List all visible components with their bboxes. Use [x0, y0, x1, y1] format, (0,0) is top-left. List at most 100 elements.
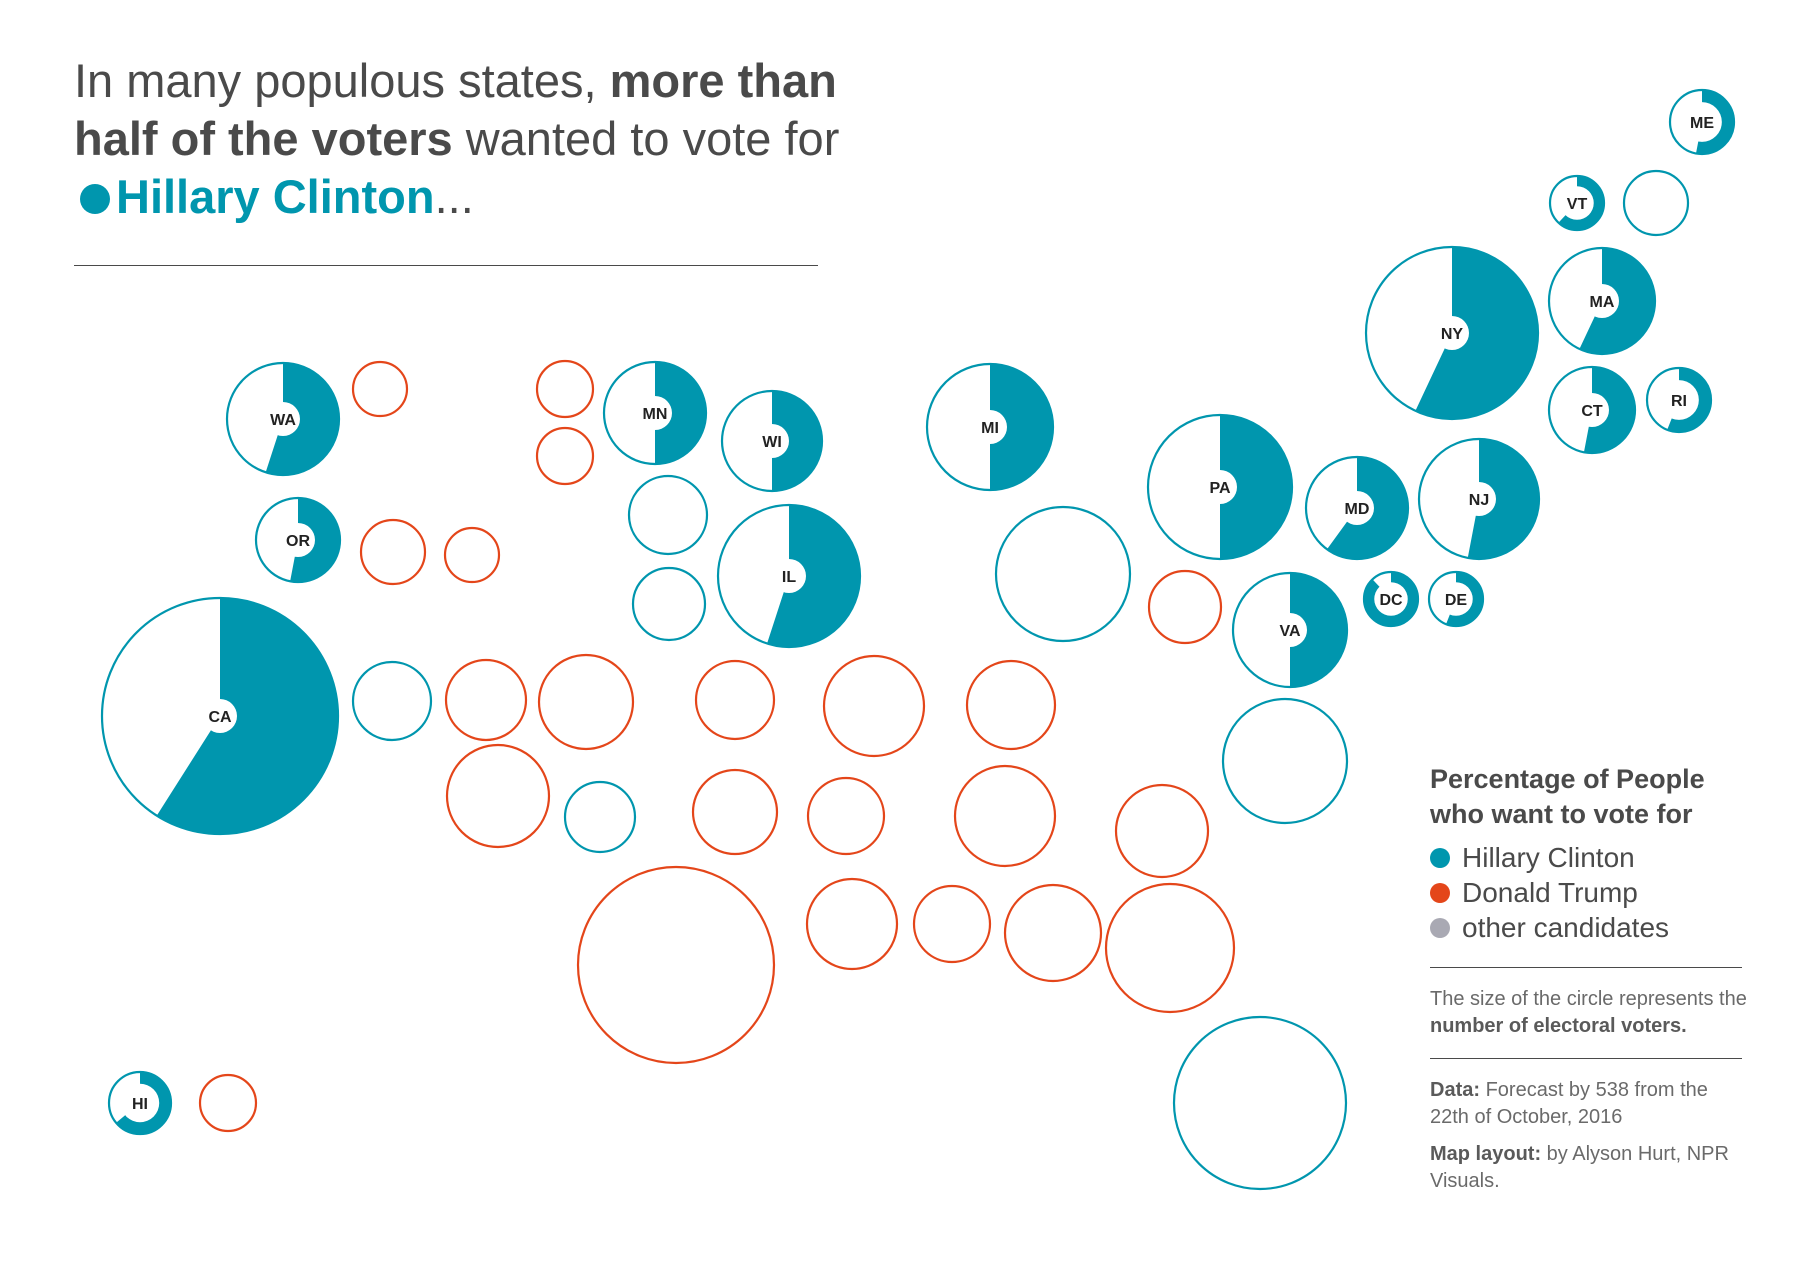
state-label: WA — [270, 412, 296, 429]
label-hole — [1659, 380, 1699, 420]
size-note-bold: number of electoral voters. — [1430, 1015, 1687, 1037]
state-bubble-hi: HI — [107, 1070, 173, 1136]
state-label: OR — [286, 533, 310, 550]
label-hole — [120, 1083, 160, 1123]
size-note: The size of the circle represents the nu… — [1430, 986, 1750, 1040]
data-source-text: Forecast by 538 from the 22th of October… — [1430, 1079, 1708, 1128]
legend-title: Percentage of People who want to vote fo… — [1430, 764, 1705, 829]
layout-credit-label: Map layout: — [1430, 1143, 1542, 1165]
bubble-outline — [535, 359, 595, 419]
layout-credit: Map layout: by Alyson Hurt, NPR Visuals. — [1430, 1141, 1750, 1195]
state-bubble-va: VA — [1231, 571, 1349, 689]
state-bubble — [965, 659, 1057, 751]
state-label: MI — [981, 420, 999, 437]
state-label: DC — [1379, 592, 1403, 609]
state-bubble-ny: NY — [1364, 245, 1540, 421]
state-bubble — [1172, 1015, 1348, 1191]
legend-divider — [1430, 967, 1742, 968]
state-label: CA — [208, 709, 232, 726]
state-bubble-wa: WA — [225, 361, 341, 477]
size-note-text: The size of the circle represents the — [1430, 988, 1747, 1010]
state-bubble — [822, 654, 926, 758]
state-bubble — [444, 658, 528, 742]
state-label: NY — [1441, 326, 1464, 343]
state-label: CT — [1581, 403, 1603, 420]
label-hole — [266, 402, 300, 436]
clinton-share-wedge — [772, 391, 822, 491]
label-hole — [1340, 491, 1374, 525]
state-bubble-vt: VT — [1548, 174, 1606, 232]
legend-swatch-other — [1430, 917, 1450, 938]
state-bubble — [953, 764, 1057, 868]
bubble-outline — [1147, 569, 1223, 645]
clinton-share-wedge — [1415, 247, 1538, 419]
label-hole — [281, 523, 315, 557]
legend-item-clinton: Hillary Clinton — [1430, 840, 1750, 875]
state-bubble — [1622, 169, 1690, 237]
state-bubble-dc: DC — [1362, 570, 1420, 628]
state-bubble-mn: MN — [602, 360, 708, 466]
state-bubble — [631, 566, 707, 642]
state-label: VT — [1567, 196, 1588, 213]
state-label: IL — [782, 569, 796, 586]
bubble-outline — [994, 505, 1132, 643]
clinton-share-wedge — [1583, 367, 1636, 453]
state-bubble — [359, 518, 427, 586]
bubble-outline — [535, 426, 595, 486]
state-bubble-md: MD — [1304, 455, 1410, 561]
state-bubble-ri: RI — [1645, 366, 1713, 434]
headline-part2: wanted to vote for — [452, 112, 840, 165]
state-bubble — [627, 474, 709, 556]
state-label: DE — [1445, 592, 1468, 609]
state-bubble-de: DE — [1427, 570, 1485, 628]
state-bubble-il: IL — [716, 503, 862, 649]
state-bubble — [1147, 569, 1223, 645]
bubble-outline — [912, 884, 992, 964]
label-hole — [1462, 482, 1496, 516]
bubble-outline — [351, 660, 433, 742]
legend-item-trump: Donald Trump — [1430, 875, 1750, 910]
bubble-outline — [1622, 169, 1690, 237]
clinton-share-wedge — [265, 363, 339, 475]
bubble-outline — [443, 526, 501, 584]
legend-label-other: other candidates — [1462, 912, 1670, 943]
state-bubble — [1104, 882, 1236, 1014]
state-bubble-pa: PA — [1146, 413, 1294, 561]
state-bubble — [445, 743, 551, 849]
state-label: ME — [1690, 115, 1714, 132]
bubble-outline — [965, 659, 1057, 751]
headline: In many populous states, more than half … — [74, 52, 854, 226]
state-label: NJ — [1469, 492, 1489, 509]
legend-swatch-trump — [1430, 882, 1450, 903]
bubble-outline — [694, 659, 776, 741]
bubble-outline — [1172, 1015, 1348, 1191]
bubble-outline — [444, 658, 528, 742]
label-hole — [1435, 316, 1469, 350]
state-bubble — [198, 1073, 258, 1133]
state-bubble — [694, 659, 776, 741]
state-bubble — [805, 877, 899, 971]
clinton-share-wedge — [156, 598, 339, 835]
state-label: WI — [762, 434, 782, 451]
label-hole — [973, 410, 1007, 444]
layout-credit-text: by Alyson Hurt, NPR Visuals. — [1430, 1143, 1729, 1192]
clinton-share-wedge — [1467, 439, 1539, 559]
clinton-dot-icon — [80, 184, 110, 214]
bubble-outline — [1221, 697, 1349, 825]
bubble-outline — [806, 776, 886, 856]
data-source-label: Data: — [1430, 1079, 1481, 1101]
clinton-share-wedge — [1290, 573, 1347, 687]
bubble-outline — [1114, 783, 1210, 879]
bubble-outline — [627, 474, 709, 556]
legend-label-clinton: Hillary Clinton — [1462, 842, 1635, 873]
legend-swatch-clinton — [1430, 847, 1450, 868]
state-bubble — [351, 360, 409, 418]
bubble-outline — [445, 743, 551, 849]
label-hole — [1682, 102, 1722, 142]
label-hole — [203, 699, 237, 733]
bubble-outline — [198, 1073, 258, 1133]
label-hole — [1374, 582, 1408, 616]
state-bubble — [535, 426, 595, 486]
state-label: HI — [132, 1096, 148, 1113]
